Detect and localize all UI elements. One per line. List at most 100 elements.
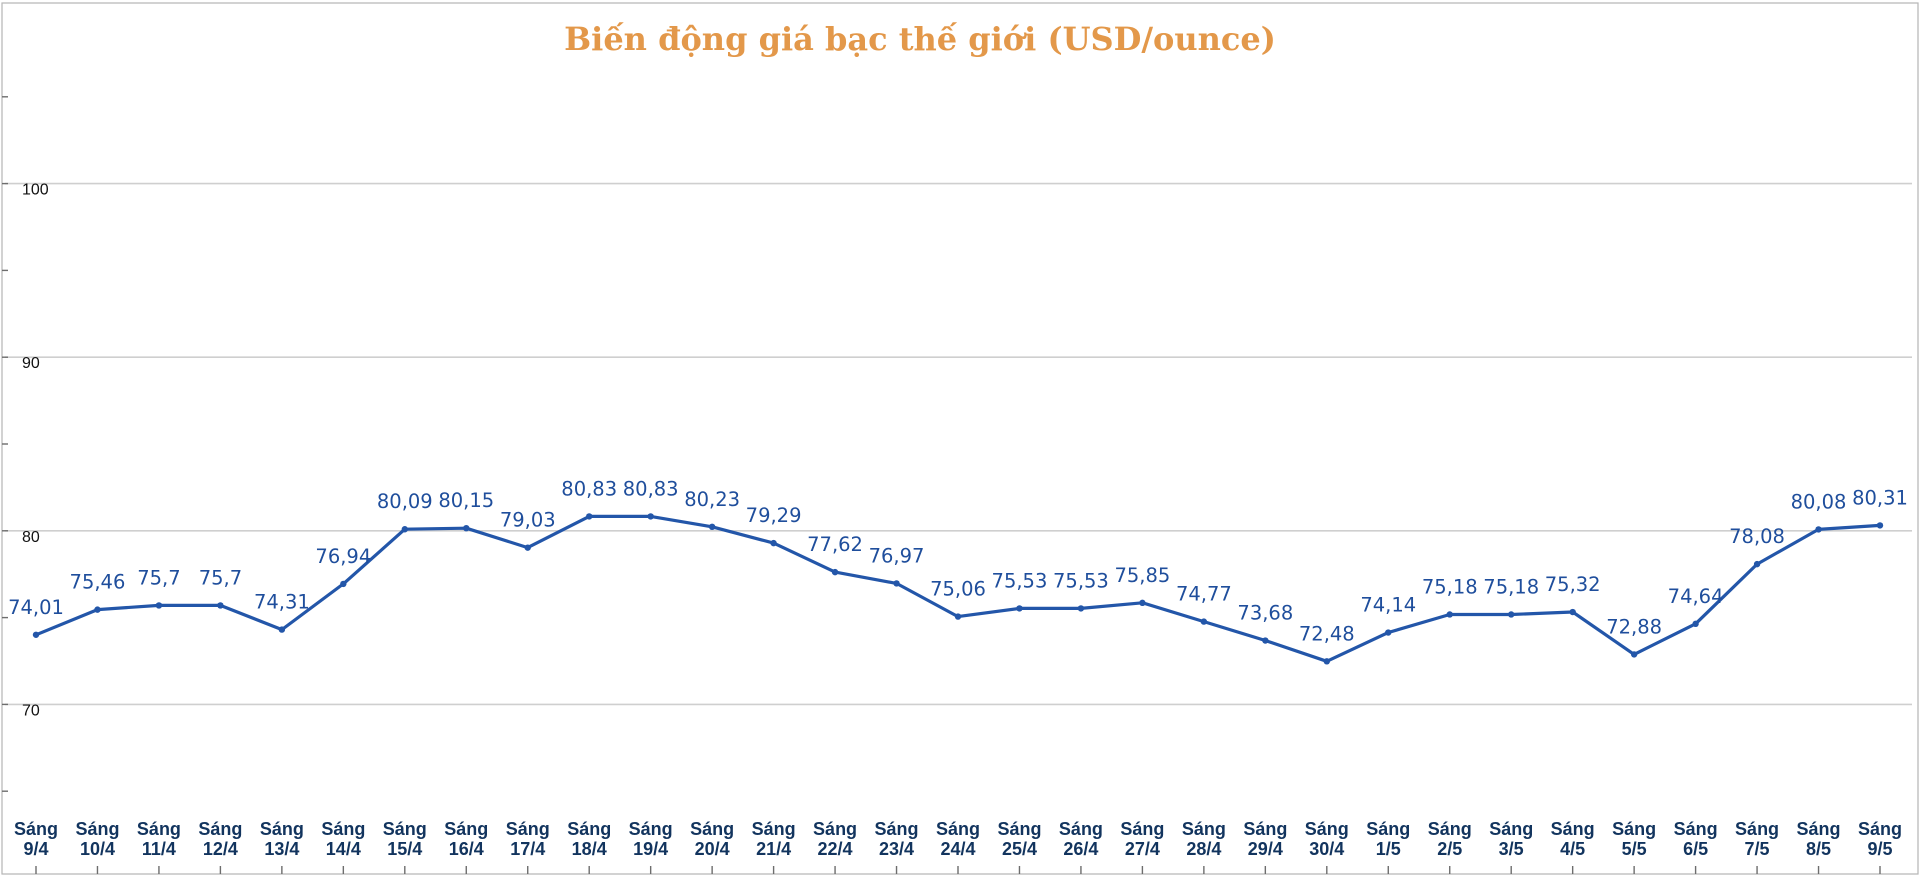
x-tick-label: Sáng 16/4 <box>444 819 488 859</box>
data-label: 73,68 <box>1237 602 1293 625</box>
x-tick-label: Sáng 9/5 <box>1858 819 1902 859</box>
x-tick-label: Sáng 15/4 <box>383 819 427 859</box>
data-label: 75,18 <box>1483 575 1539 598</box>
x-axis-tick-labels: Sáng 9/4 Sáng 10/4 Sáng 11/4 Sáng 12/4 Sáng 13/4 S… <box>14 819 1902 859</box>
x-tick-label: Sáng 7/5 <box>1735 819 1779 859</box>
data-label: 74,64 <box>1668 585 1724 608</box>
data-label: 75,53 <box>992 569 1048 592</box>
data-point <box>1446 611 1453 618</box>
x-axis-ticks <box>35 866 1881 874</box>
data-point <box>770 539 777 547</box>
x-tick-label: Sáng 11/4 <box>137 819 181 859</box>
data-label: 74,01 <box>8 596 64 619</box>
data-point <box>94 606 101 613</box>
data-point <box>1876 522 1884 529</box>
data-point <box>32 631 40 638</box>
data-point <box>278 626 286 633</box>
data-point <box>1016 605 1023 612</box>
data-point <box>647 513 654 520</box>
data-label: 75,06 <box>930 578 986 601</box>
data-point <box>1077 605 1085 612</box>
data-label: 75,7 <box>137 566 180 589</box>
data-label: 75,85 <box>1114 564 1170 587</box>
y-tick-label-80: 80 <box>22 529 40 546</box>
x-tick-label: Sáng 1/5 <box>1366 819 1410 859</box>
x-tick-label: Sáng 6/5 <box>1674 819 1718 859</box>
x-tick-label: Sáng 13/4 <box>260 819 304 859</box>
x-tick-label: Sáng 20/4 <box>690 819 734 859</box>
data-label: 80,83 <box>561 477 617 500</box>
data-label: 80,15 <box>438 489 494 512</box>
data-label: 79,29 <box>746 504 802 527</box>
data-label: 72,48 <box>1299 622 1355 645</box>
chart-title: Biến động giá bạc thế giới (USD/ounce) <box>564 20 1276 58</box>
data-label: 76,97 <box>869 544 925 567</box>
x-tick-label: Sáng 5/5 <box>1612 819 1656 859</box>
data-label: 74,14 <box>1360 594 1416 617</box>
data-label: 75,46 <box>70 571 126 594</box>
x-tick-label: Sáng 19/4 <box>629 819 673 859</box>
data-label: 74,77 <box>1176 583 1232 606</box>
data-label: 80,08 <box>1791 490 1847 513</box>
data-label: 80,09 <box>377 490 433 513</box>
data-point <box>524 544 531 551</box>
data-point <box>1323 658 1331 665</box>
data-point <box>340 580 347 588</box>
x-tick-label: Sáng 29/4 <box>1243 819 1287 859</box>
data-point <box>217 602 224 609</box>
data-label: 78,08 <box>1729 525 1785 548</box>
data-label: 74,31 <box>254 591 310 614</box>
data-label: 75,7 <box>199 566 242 589</box>
data-label: 80,83 <box>623 477 679 500</box>
x-tick-label: Sáng 9/4 <box>14 819 58 859</box>
data-point <box>586 513 593 520</box>
x-tick-label: Sáng 3/5 <box>1489 819 1533 859</box>
data-point <box>893 580 900 587</box>
data-point <box>954 613 962 620</box>
data-point <box>463 524 470 532</box>
x-tick-label: Sáng 10/4 <box>75 819 119 859</box>
x-tick-label: Sáng 26/4 <box>1059 819 1103 859</box>
x-tick-label: Sáng 14/4 <box>321 819 365 859</box>
data-label: 72,88 <box>1606 615 1662 638</box>
x-tick-label: Sáng 17/4 <box>506 819 550 859</box>
data-label: 75,32 <box>1545 573 1601 596</box>
data-point <box>708 523 716 531</box>
x-tick-label: Sáng 24/4 <box>936 819 980 859</box>
data-point <box>1753 560 1761 568</box>
y-tick-label-70: 70 <box>22 702 40 719</box>
data-point <box>1385 629 1392 636</box>
data-label: 80,31 <box>1852 486 1908 509</box>
data-point <box>1139 599 1146 607</box>
x-tick-label: Sáng 21/4 <box>752 819 796 859</box>
data-point <box>1569 608 1576 616</box>
x-tick-label: Sáng 27/4 <box>1120 819 1164 859</box>
y-axis-minor-ticks <box>2 96 8 792</box>
x-tick-label: Sáng 2/5 <box>1428 819 1472 859</box>
data-point <box>1200 618 1208 625</box>
data-label: 75,18 <box>1422 575 1478 598</box>
data-point <box>401 526 408 533</box>
data-point <box>1508 611 1515 618</box>
data-point <box>1262 637 1269 644</box>
x-tick-label: Sáng 25/4 <box>997 819 1041 859</box>
y-tick-label-100: 100 <box>22 182 49 199</box>
data-point <box>1630 651 1638 658</box>
y-axis-tick-labels: 70 80 90 100 <box>22 182 49 720</box>
x-tick-label: Sáng 12/4 <box>198 819 242 859</box>
x-tick-label: Sáng 8/5 <box>1797 819 1841 859</box>
x-tick-label: Sáng 30/4 <box>1305 819 1349 859</box>
data-label: 79,03 <box>500 509 556 532</box>
data-point <box>155 602 163 609</box>
data-label: 77,62 <box>807 533 863 556</box>
gridlines <box>5 182 1912 706</box>
data-label: 80,23 <box>684 488 740 511</box>
data-points <box>32 513 1884 665</box>
x-tick-label: Sáng 23/4 <box>875 819 919 859</box>
data-point <box>1815 526 1822 533</box>
data-point <box>831 568 839 576</box>
